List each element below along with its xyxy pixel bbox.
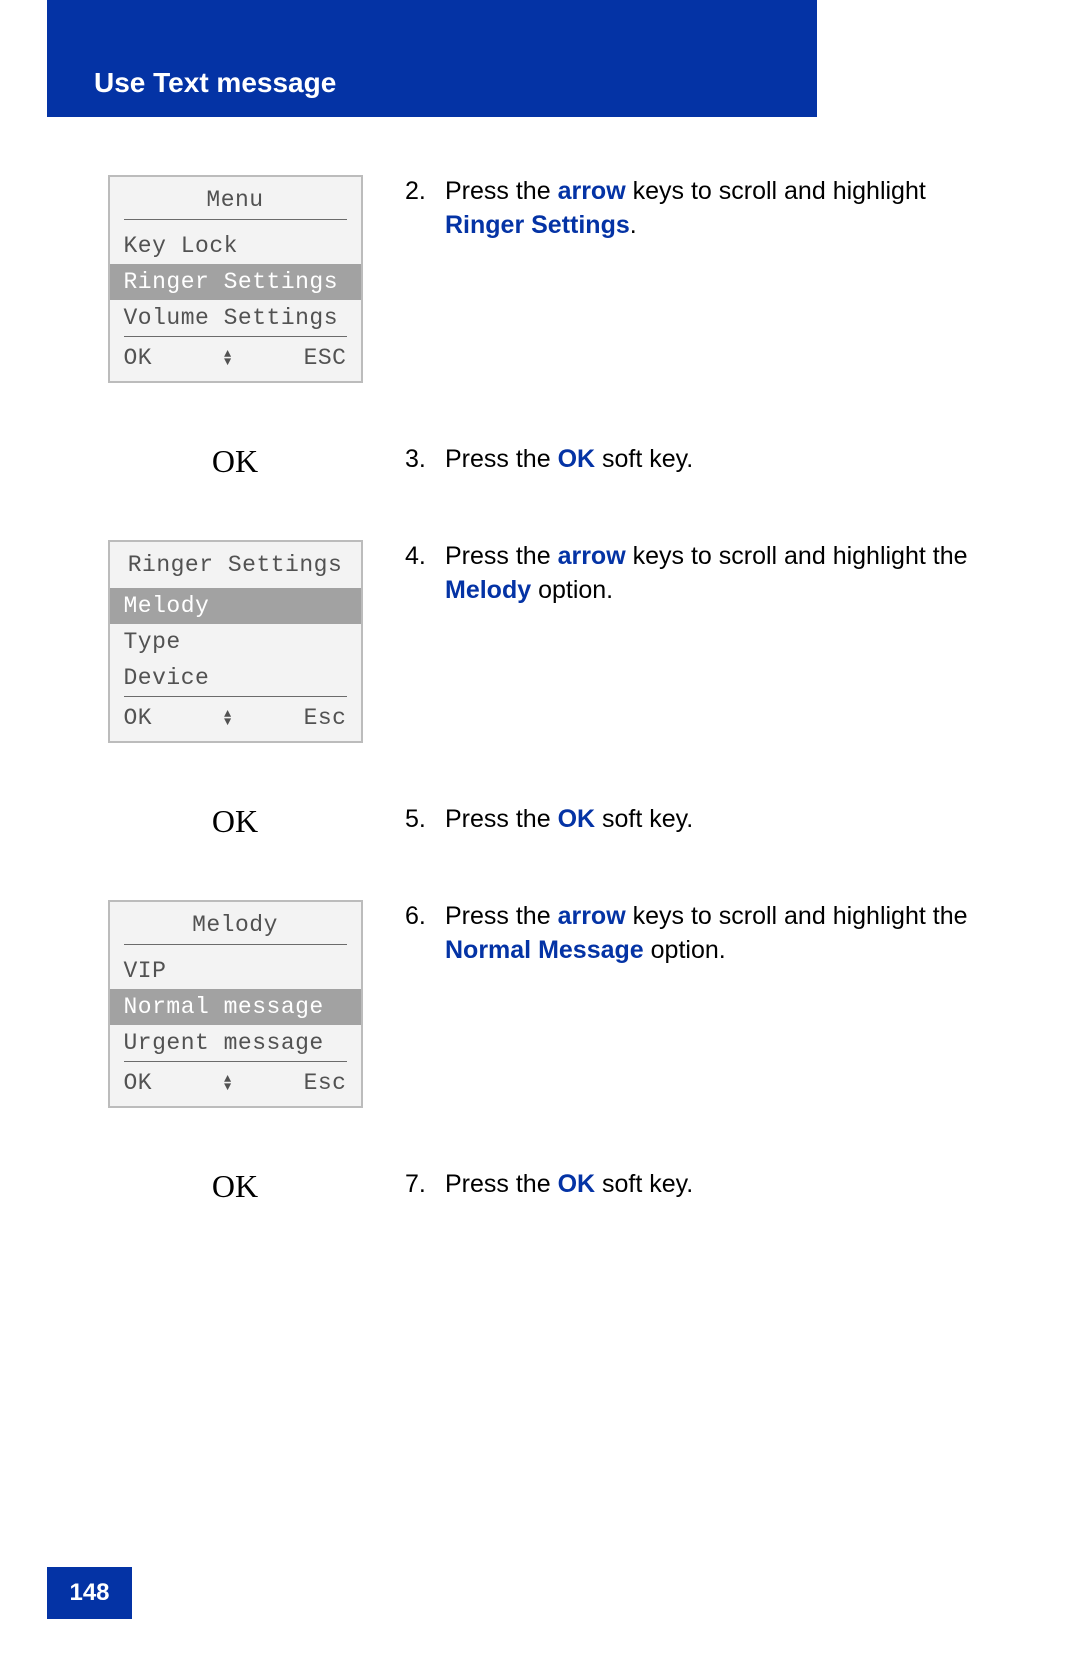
phone-col: OK [95,443,375,480]
step-row: OK 5. Press the OK soft key. [95,803,995,840]
highlight-text: arrow [558,177,626,205]
highlight-text: Normal Message [445,936,644,964]
phone-items: Key Lock Ringer Settings Volume Settings [110,228,361,337]
arrow-updown-icon: ▲▼ [224,350,232,366]
step-number: 4. [405,540,445,574]
step-number: 7. [405,1168,445,1202]
phone-screen-title: Menu [124,187,347,220]
instruction: 4. Press the arrow keys to scroll and hi… [375,540,995,608]
phone-screen-title: Melody [124,912,347,945]
phone-items: Melody Type Device [110,588,361,697]
menu-item: Volume Settings [124,300,347,337]
instruction-text: Press the OK soft key. [445,803,995,837]
menu-item: Urgent message [124,1025,347,1062]
phone-footer: OK ▲▼ ESC [110,337,361,381]
phone-col: Ringer Settings Melody Type Device OK ▲▼… [95,540,375,743]
phone-items: VIP Normal message Urgent message [110,953,361,1062]
instruction-text: Press the OK soft key. [445,1168,995,1202]
step-number: 2. [405,175,445,209]
instruction-text: Press the arrow keys to scroll and highl… [445,175,995,243]
instruction: 7. Press the OK soft key. [375,1168,995,1202]
menu-item-selected: Melody [110,588,361,624]
arrow-updown-icon: ▲▼ [224,1075,232,1091]
phone-col: OK [95,803,375,840]
step-number: 3. [405,443,445,477]
step-row: OK 7. Press the OK soft key. [95,1168,995,1205]
menu-item: Device [124,660,347,697]
highlight-text: Melody [445,576,531,604]
ok-label: OK [108,443,363,480]
instruction-text: Press the OK soft key. [445,443,995,477]
content: Menu Key Lock Ringer Settings Volume Set… [95,175,995,1265]
highlight-text: OK [558,1170,596,1198]
softkey-ok: OK [124,1070,153,1096]
softkey-ok: OK [124,705,153,731]
menu-item-selected: Ringer Settings [110,264,361,300]
softkey-esc: Esc [304,705,347,731]
phone-screen-menu: Menu Key Lock Ringer Settings Volume Set… [108,175,363,383]
softkey-esc: ESC [304,345,347,371]
phone-screen-title: Ringer Settings [124,552,347,580]
phone-col: OK [95,1168,375,1205]
instruction: 3. Press the OK soft key. [375,443,995,477]
phone-screen-melody: Melody VIP Normal message Urgent message… [108,900,363,1108]
header-title: Use Text message [94,67,336,99]
step-row: Menu Key Lock Ringer Settings Volume Set… [95,175,995,383]
phone-col: Melody VIP Normal message Urgent message… [95,900,375,1108]
phone-footer: OK ▲▼ Esc [110,1062,361,1106]
instruction: 2. Press the arrow keys to scroll and hi… [375,175,995,243]
menu-item: Key Lock [110,228,361,264]
highlight-text: Ringer Settings [445,211,630,239]
highlight-text: arrow [558,542,626,570]
instruction-text: Press the arrow keys to scroll and highl… [445,540,995,608]
step-number: 5. [405,803,445,837]
highlight-text: OK [558,805,596,833]
ok-label: OK [108,803,363,840]
header-banner: Use Text message [47,0,817,117]
step-row: Melody VIP Normal message Urgent message… [95,900,995,1108]
softkey-esc: Esc [304,1070,347,1096]
menu-item: VIP [110,953,361,989]
phone-footer: OK ▲▼ Esc [110,697,361,741]
phone-screen-ringer: Ringer Settings Melody Type Device OK ▲▼… [108,540,363,743]
instruction: 5. Press the OK soft key. [375,803,995,837]
page-number: 148 [47,1567,132,1619]
menu-item-selected: Normal message [110,989,361,1025]
highlight-text: arrow [558,902,626,930]
highlight-text: OK [558,445,596,473]
softkey-ok: OK [124,345,153,371]
phone-col: Menu Key Lock Ringer Settings Volume Set… [95,175,375,383]
instruction-text: Press the arrow keys to scroll and highl… [445,900,995,968]
arrow-updown-icon: ▲▼ [224,710,232,726]
step-number: 6. [405,900,445,934]
step-row: OK 3. Press the OK soft key. [95,443,995,480]
ok-label: OK [108,1168,363,1205]
menu-item: Type [110,624,361,660]
step-row: Ringer Settings Melody Type Device OK ▲▼… [95,540,995,743]
instruction: 6. Press the arrow keys to scroll and hi… [375,900,995,968]
